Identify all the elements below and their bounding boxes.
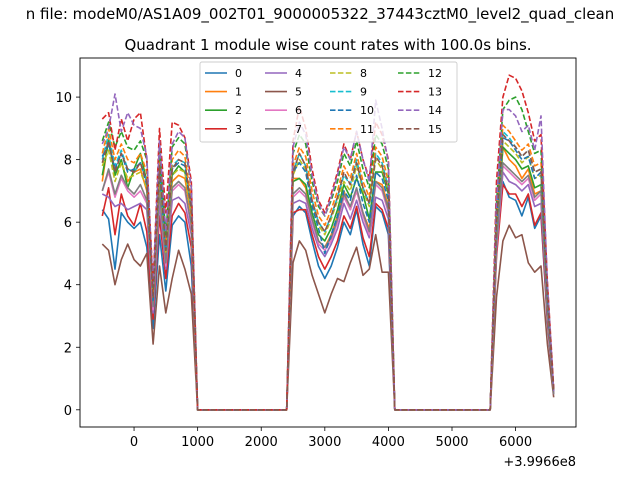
y-tick-label: 0: [64, 404, 72, 419]
legend-label-8: 8: [360, 67, 367, 80]
figure-suptitle: n file: modeM0/AS1A09_002T01_9000005322_…: [26, 5, 615, 24]
legend-label-3: 3: [235, 123, 242, 136]
y-tick-label: 6: [64, 216, 72, 231]
y-tick-label: 2: [64, 341, 72, 356]
legend-label-11: 11: [360, 123, 374, 136]
legend-box: [199, 61, 458, 143]
legend-label-1: 1: [235, 86, 242, 99]
legend-label-9: 9: [360, 86, 367, 99]
x-tick-label: 6000: [499, 435, 532, 450]
y-tick-label: 8: [64, 154, 72, 169]
series-line-11: [101, 124, 555, 411]
y-tick-label: 10: [55, 91, 72, 106]
legend-label-7: 7: [295, 123, 302, 136]
x-tick-label: 0: [130, 435, 138, 450]
legend-label-13: 13: [428, 86, 442, 99]
x-offset-label: +3.9966e8: [503, 455, 576, 470]
legend-label-6: 6: [295, 104, 302, 117]
legend-label-14: 14: [428, 104, 442, 117]
y-tick-label: 4: [64, 279, 72, 294]
y-axis: 0 2 4 6 8 10: [55, 91, 80, 419]
series-line-5: [101, 224, 555, 411]
legend-label-12: 12: [428, 67, 442, 80]
x-tick-label: 1000: [181, 435, 214, 450]
series-line-15: [101, 133, 555, 411]
legend-label-2: 2: [235, 104, 242, 117]
legend-label-5: 5: [295, 86, 302, 99]
x-tick-label: 5000: [435, 435, 468, 450]
plot-series-group: [101, 74, 555, 411]
x-tick-label: 2000: [245, 435, 278, 450]
legend-label-10: 10: [360, 104, 374, 117]
chart-title: Quadrant 1 module wise count rates with …: [124, 36, 531, 54]
legend-label-15: 15: [428, 123, 442, 136]
plot-frame: [79, 57, 577, 428]
x-axis: 0 1000 2000 3000 4000 5000 6000: [130, 427, 532, 450]
x-tick-label: 3000: [308, 435, 341, 450]
x-tick-label: 4000: [372, 435, 405, 450]
legend-label-4: 4: [295, 67, 302, 80]
legend-label-0: 0: [235, 67, 242, 80]
